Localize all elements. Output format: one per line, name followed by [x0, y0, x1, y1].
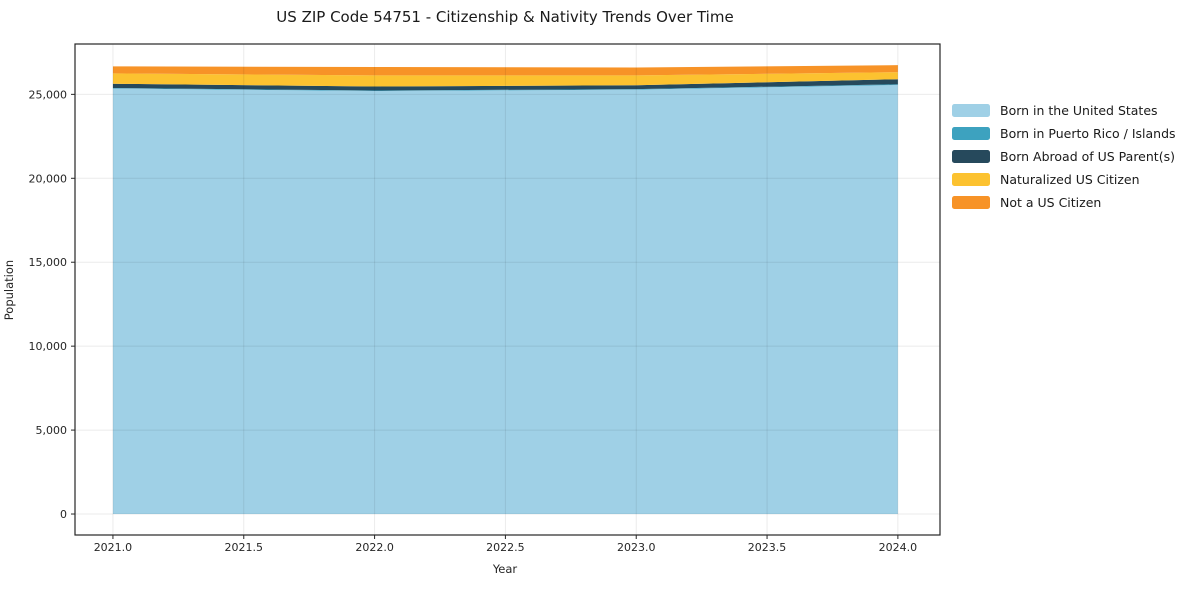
x-tick-label: 2021.5 [225, 541, 264, 554]
y-tick-label: 25,000 [29, 88, 68, 101]
y-axis-label: Population [2, 259, 16, 321]
legend-swatch [952, 104, 990, 117]
x-tick-label: 2022.5 [486, 541, 525, 554]
y-tick-label: 15,000 [29, 256, 68, 269]
area-series [112, 65, 898, 76]
legend-item: Born in the United States [952, 103, 1176, 118]
x-tick-label: 2023.5 [748, 541, 787, 554]
x-tick-label: 2023.0 [617, 541, 656, 554]
legend: Born in the United States Born in Puerto … [952, 103, 1176, 219]
plot-border [74, 43, 941, 536]
x-tick-label: 2024.0 [879, 541, 918, 554]
legend-item: Naturalized US Citizen [952, 172, 1176, 187]
area-series [112, 84, 898, 515]
legend-swatch [952, 127, 990, 140]
area-series [112, 79, 898, 91]
x-axis-label: Year [492, 562, 518, 576]
legend-label: Born in Puerto Rico / Islands [1000, 126, 1176, 141]
legend-label: Naturalized US Citizen [1000, 172, 1140, 187]
x-tick-label: 2021.0 [94, 541, 133, 554]
y-tick-label: 20,000 [29, 172, 68, 185]
legend-item: Born in Puerto Rico / Islands [952, 126, 1176, 141]
area-series [112, 72, 898, 87]
y-tick-label: 0 [60, 508, 67, 521]
legend-swatch [952, 173, 990, 186]
legend-item: Born Abroad of US Parent(s) [952, 149, 1176, 164]
x-tick-label: 2022.0 [355, 541, 394, 554]
legend-item: Not a US Citizen [952, 195, 1176, 210]
y-tick-label: 10,000 [29, 340, 68, 353]
chart-title: US ZIP Code 54751 - Citizenship & Nativi… [276, 8, 734, 26]
legend-label: Born Abroad of US Parent(s) [1000, 149, 1175, 164]
legend-swatch [952, 196, 990, 209]
area-series [112, 84, 898, 92]
y-tick-label: 5,000 [36, 424, 68, 437]
legend-swatch [952, 150, 990, 163]
legend-label: Not a US Citizen [1000, 195, 1102, 210]
legend-label: Born in the United States [1000, 103, 1158, 118]
